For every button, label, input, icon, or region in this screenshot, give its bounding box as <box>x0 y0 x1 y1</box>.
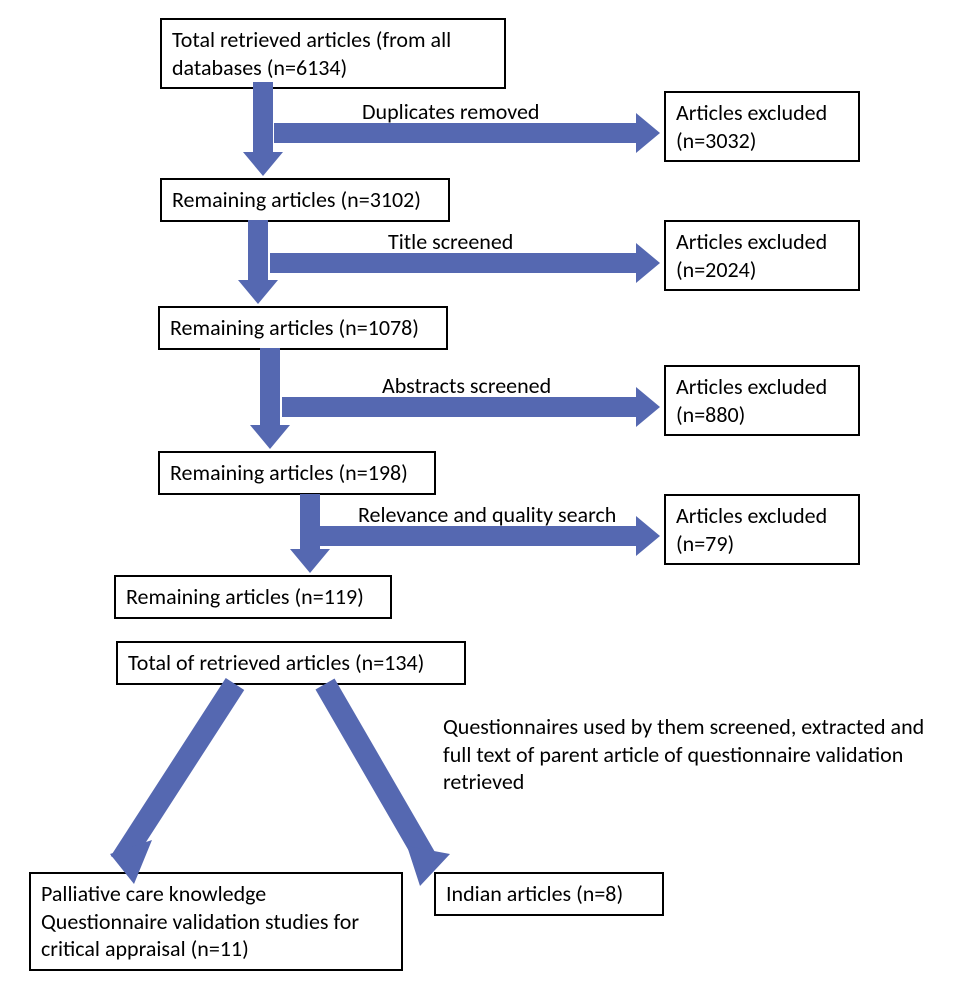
node-text: Total of retrieved articles (n=134) <box>128 649 424 676</box>
label-relevance-quality: Relevance and quality search <box>358 501 616 529</box>
node-text: Remaining articles (n=198) <box>170 459 408 486</box>
node-excluded-2024: Articles excluded (n=2024) <box>664 220 860 291</box>
node-text: Articles excluded (n=2024) <box>676 228 827 283</box>
node-text: Remaining articles (n=119) <box>126 583 364 610</box>
node-excluded-880: Articles excluded (n=880) <box>664 365 860 436</box>
node-text: Remaining articles (n=3102) <box>172 186 421 213</box>
node-text: Indian articles (n=8) <box>446 880 623 907</box>
arrow-right-1 <box>274 123 660 143</box>
node-text: Articles excluded (n=79) <box>676 502 827 557</box>
node-remaining-3102: Remaining articles (n=3102) <box>160 178 450 222</box>
label-text: Questionnaires used by them screened, ex… <box>443 713 924 795</box>
node-total-134: Total of retrieved articles (n=134) <box>116 641 466 685</box>
arrow-right-3 <box>282 397 660 417</box>
label-text: Duplicates removed <box>362 98 540 125</box>
arrow-right-4 <box>320 526 660 546</box>
label-questionnaires-screened: Questionnaires used by them screened, ex… <box>443 713 930 796</box>
label-text: Abstracts screened <box>382 372 551 399</box>
node-text: Palliative care knowledge Questionnaire … <box>41 880 359 962</box>
node-remaining-1078: Remaining articles (n=1078) <box>158 306 448 350</box>
arrow-down-3 <box>260 348 280 449</box>
label-abstracts-screened: Abstracts screened <box>382 372 551 400</box>
label-title-screened: Title screened <box>388 228 513 256</box>
node-text: Total retrieved articles (from all datab… <box>172 26 451 81</box>
node-text: Articles excluded (n=3032) <box>676 99 827 154</box>
arrow-down-4 <box>300 494 320 573</box>
node-indian-articles: Indian articles (n=8) <box>434 872 664 916</box>
node-excluded-79: Articles excluded (n=79) <box>664 494 860 565</box>
arrow-right-2 <box>270 253 660 273</box>
node-palliative-studies: Palliative care knowledge Questionnaire … <box>29 872 403 971</box>
arrow-down-1 <box>253 82 273 176</box>
node-excluded-3032: Articles excluded (n=3032) <box>664 91 860 162</box>
node-remaining-119: Remaining articles (n=119) <box>114 575 392 619</box>
node-text: Articles excluded (n=880) <box>676 373 827 428</box>
label-duplicates-removed: Duplicates removed <box>362 98 540 126</box>
label-text: Relevance and quality search <box>358 501 616 528</box>
node-text: Remaining articles (n=1078) <box>170 314 419 341</box>
node-total-retrieved: Total retrieved articles (from all datab… <box>160 18 506 89</box>
arrow-down-2 <box>248 220 268 304</box>
label-text: Title screened <box>388 228 513 255</box>
node-remaining-198: Remaining articles (n=198) <box>158 451 436 495</box>
